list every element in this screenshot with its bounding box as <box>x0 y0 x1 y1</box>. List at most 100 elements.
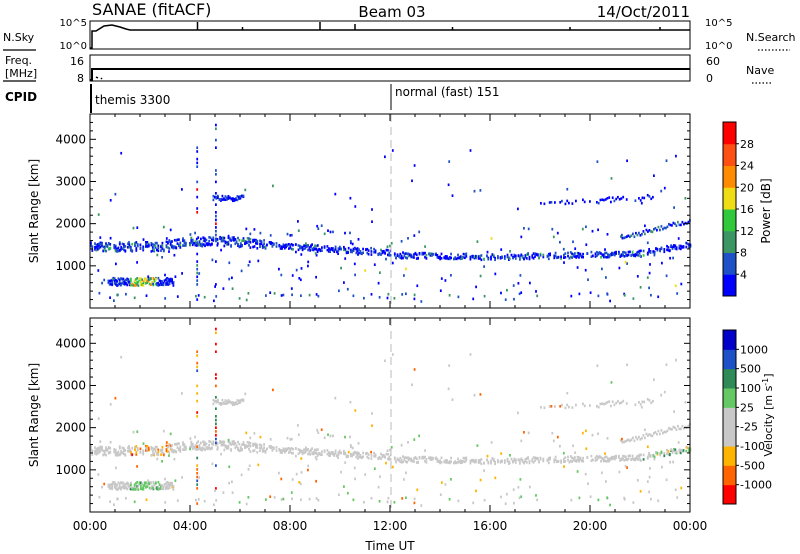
velocity-echo <box>215 464 217 467</box>
velocity-echo <box>393 457 396 461</box>
power-echo <box>654 227 657 230</box>
power-echo <box>400 254 403 258</box>
power-echo <box>215 127 217 131</box>
velocity-echo <box>576 470 579 473</box>
velocity-echo <box>252 442 254 446</box>
power-echo <box>615 252 617 255</box>
velocity-echo <box>216 441 219 445</box>
velocity-echo <box>294 447 297 450</box>
power-echo <box>220 198 222 201</box>
velocity-echo <box>626 363 628 367</box>
velocity-echo <box>130 483 132 487</box>
power-echo <box>620 253 623 256</box>
velocity-echo <box>289 447 292 451</box>
power-echo <box>151 246 154 249</box>
power-echo <box>217 194 219 198</box>
velocity-echo <box>259 443 261 447</box>
velocity-echo <box>513 457 516 461</box>
velocity-echo <box>165 444 168 448</box>
velocity-echo <box>123 447 125 450</box>
velocity-echo <box>99 445 102 449</box>
velocity-echo <box>624 440 627 443</box>
velocity-echo <box>601 402 604 405</box>
power-echo <box>520 235 523 239</box>
velocity-echo <box>115 485 117 488</box>
power-echo <box>90 244 92 248</box>
power-echo <box>118 249 121 252</box>
power-echo <box>139 243 142 247</box>
velocity-echo <box>146 485 149 488</box>
velocity-echo <box>222 491 225 494</box>
velocity-echo <box>343 485 345 488</box>
power-echo <box>572 254 575 258</box>
power-echo <box>147 279 150 283</box>
power-echo <box>215 283 217 286</box>
velocity-echo <box>414 455 417 459</box>
velocity-echo <box>208 446 211 450</box>
power-echo <box>501 255 503 259</box>
power-echo <box>413 234 416 237</box>
velocity-echo <box>424 455 426 459</box>
power-echo <box>101 281 103 285</box>
velocity-echo <box>228 481 231 485</box>
power-echo <box>183 241 186 245</box>
power-echo <box>345 251 348 255</box>
velocity-echo <box>252 449 254 453</box>
velocity-echo <box>349 452 352 456</box>
velocity-echo <box>673 410 675 413</box>
power-echo <box>198 243 200 247</box>
power-scatter <box>90 123 692 303</box>
power-echo <box>94 245 96 249</box>
power-echo <box>347 246 350 250</box>
power-echo <box>416 284 419 288</box>
power-echo <box>506 255 509 259</box>
power-echo <box>212 236 215 240</box>
power-echo <box>169 228 172 232</box>
power-echo <box>642 254 645 257</box>
velocity-echo <box>660 393 663 397</box>
velocity-echo <box>470 459 473 463</box>
power-echo <box>425 254 428 257</box>
power-echo <box>608 196 611 199</box>
velocity-echo <box>189 447 191 451</box>
power-echo <box>126 283 129 287</box>
velocity-echo <box>599 402 602 406</box>
power-echo <box>264 247 267 250</box>
velocity-echo <box>393 456 396 459</box>
power-echo <box>579 254 582 257</box>
velocity-echo <box>129 451 132 454</box>
velocity-echo <box>609 458 612 461</box>
velocity-echo <box>404 460 407 463</box>
velocity-echo <box>174 479 177 482</box>
velocity-echo <box>640 453 642 457</box>
power-echo <box>486 254 488 257</box>
velocity-echo <box>406 460 408 464</box>
velocity-echo <box>235 445 238 448</box>
power-echo <box>513 255 516 258</box>
velocity-echo <box>667 453 670 456</box>
velocity-echo <box>216 448 219 451</box>
velocity-echo <box>156 487 158 491</box>
colorbar-tick-label: 25 <box>740 401 754 414</box>
power-echo <box>196 271 199 275</box>
power-echo <box>179 244 182 247</box>
velocity-echo <box>101 446 103 450</box>
power-echo <box>172 281 175 284</box>
power-echo <box>111 277 114 281</box>
power-echo <box>363 296 365 300</box>
power-echo <box>400 240 403 243</box>
power-echo <box>429 254 432 257</box>
power-echo <box>606 233 609 236</box>
power-echo <box>671 224 673 227</box>
velocity-echo <box>501 459 503 463</box>
velocity-echo <box>610 404 612 408</box>
velocity-echo <box>215 377 217 380</box>
velocity-echo <box>641 400 644 404</box>
power-echo <box>279 247 282 250</box>
power-echo <box>204 239 206 243</box>
velocity-echo <box>590 454 593 458</box>
velocity-echo <box>363 500 365 504</box>
velocity-echo <box>567 458 569 462</box>
power-echo <box>444 279 447 282</box>
velocity-echo <box>161 445 164 449</box>
